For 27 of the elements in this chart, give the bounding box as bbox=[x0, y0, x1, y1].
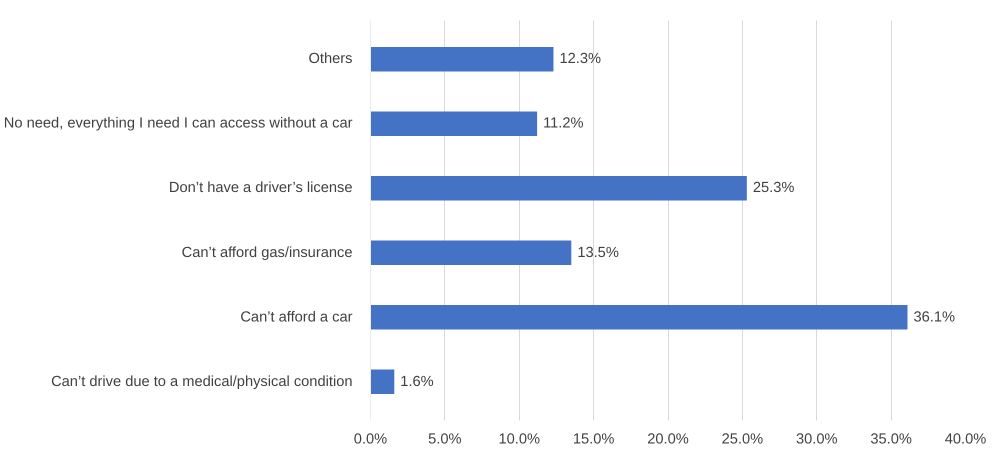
y-tick-label: Can’t drive due to a medical/physical condition bbox=[51, 374, 353, 390]
bar bbox=[370, 370, 394, 394]
x-tick-label: 30.0% bbox=[796, 432, 838, 448]
data-label: 13.5% bbox=[577, 244, 619, 261]
y-tick-label: No need, everything I need I can access without a car bbox=[4, 116, 353, 132]
y-tick-label: Others bbox=[308, 51, 352, 68]
x-tick-label: 35.0% bbox=[870, 432, 912, 448]
bar bbox=[370, 111, 538, 136]
x-tick-label: 10.0% bbox=[498, 432, 540, 448]
bar bbox=[370, 305, 908, 330]
x-tick-label: 20.0% bbox=[647, 432, 689, 448]
bar bbox=[370, 176, 747, 200]
y-tick-label: Can’t afford gas/insurance bbox=[182, 244, 353, 261]
data-label: 12.3% bbox=[559, 51, 602, 68]
y-tick-label: Can’t afford a car bbox=[240, 309, 353, 326]
y-tick-label: Don’t have a driver’s license bbox=[168, 180, 353, 196]
x-tick-label: 25.0% bbox=[722, 432, 764, 448]
bar bbox=[370, 240, 572, 266]
x-tick-label: 15.0% bbox=[572, 432, 614, 448]
bar bbox=[370, 46, 554, 72]
data-label: 11.2% bbox=[543, 116, 584, 132]
x-tick-label: 0.0% bbox=[354, 432, 388, 448]
x-tick-label: 40.0% bbox=[944, 432, 986, 448]
data-label: 36.1% bbox=[913, 309, 956, 326]
x-tick-label: 5.0% bbox=[428, 432, 462, 448]
data-label: 1.6% bbox=[400, 374, 434, 390]
data-label: 25.3% bbox=[752, 180, 794, 196]
